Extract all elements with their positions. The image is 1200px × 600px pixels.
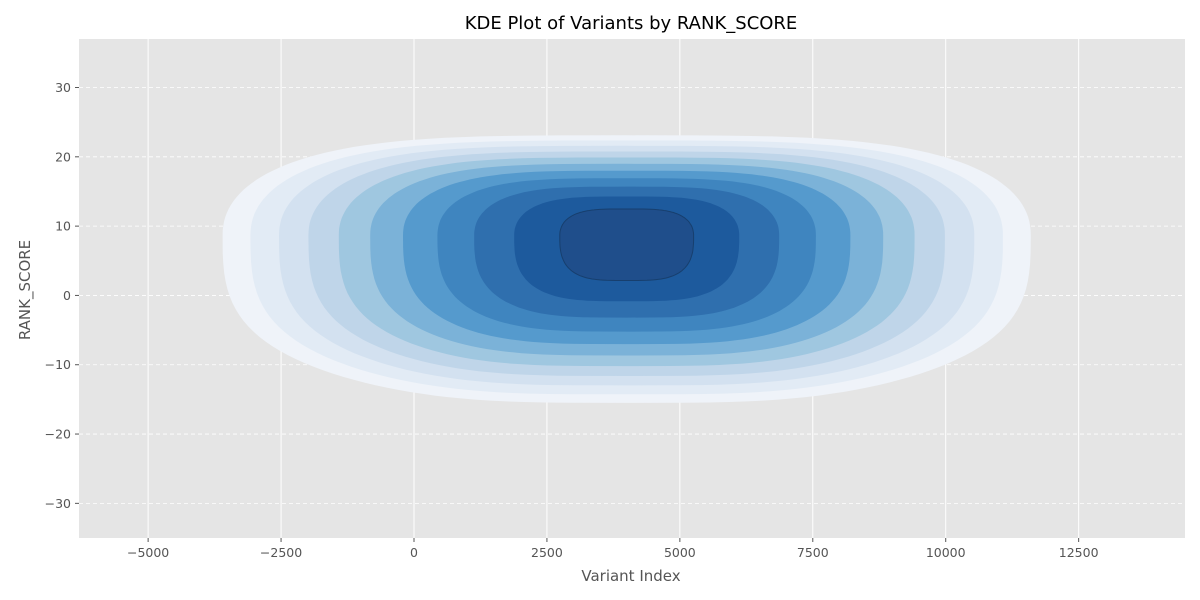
y-tick-label: 30	[55, 80, 71, 95]
x-axis-ticks: −5000 −2500 0 2500 5000 7500 10000 12500	[127, 538, 1099, 560]
y-tick-label: 0	[63, 288, 71, 303]
x-tick-label: 12500	[1059, 545, 1099, 560]
x-tick-label: 0	[410, 545, 418, 560]
x-tick-label: 2500	[531, 545, 563, 560]
y-axis-ticks: −30 −20 −10 0 10 20 30	[45, 80, 79, 511]
y-tick-label: −20	[45, 427, 71, 442]
y-axis-label: RANK_SCORE	[16, 240, 35, 340]
x-tick-label: 10000	[926, 545, 966, 560]
y-tick-label: 10	[55, 219, 71, 234]
kde-contours	[222, 135, 1031, 403]
x-tick-label: 5000	[664, 545, 696, 560]
x-axis-label: Variant Index	[581, 567, 680, 585]
x-tick-label: 7500	[797, 545, 829, 560]
y-tick-label: −30	[45, 496, 71, 511]
y-tick-label: −10	[45, 357, 71, 372]
x-tick-label: −5000	[127, 545, 169, 560]
y-tick-label: 20	[55, 149, 71, 164]
chart-title: KDE Plot of Variants by RANK_SCORE	[465, 13, 798, 34]
kde-contour-level	[559, 208, 695, 281]
x-tick-label: −2500	[260, 545, 302, 560]
